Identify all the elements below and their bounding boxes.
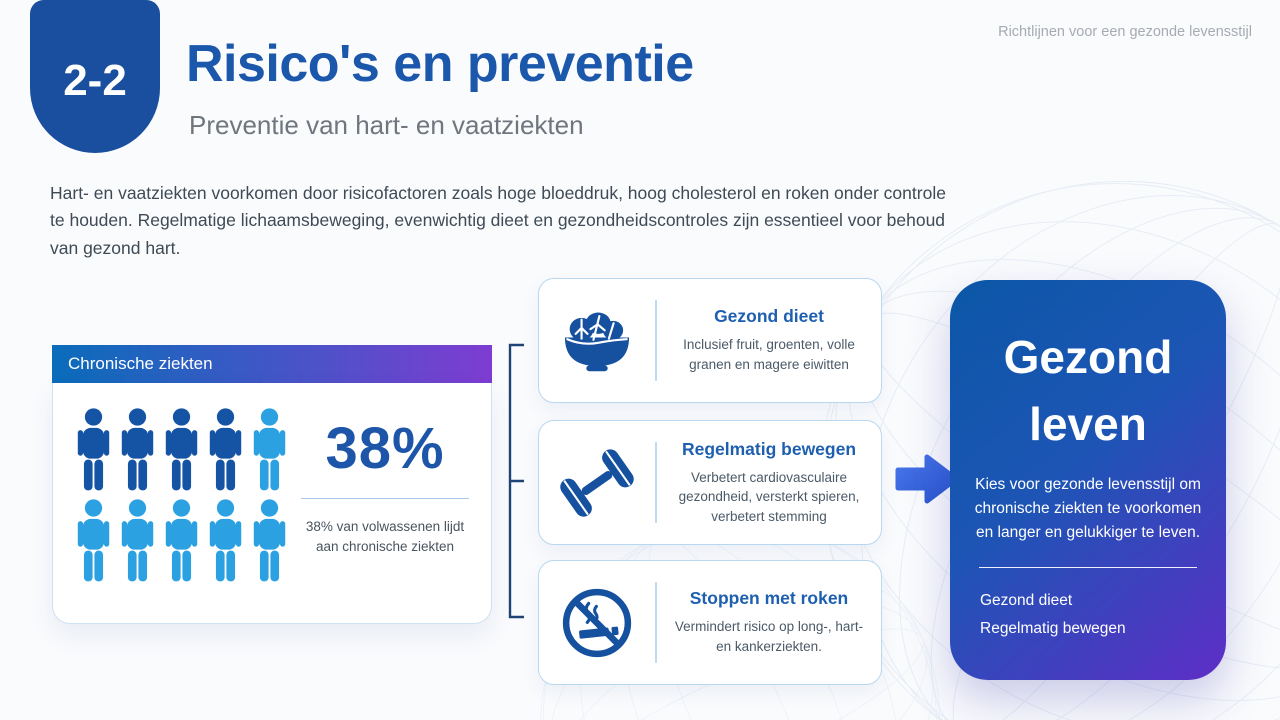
person-icon <box>121 499 154 582</box>
factor-divider <box>655 582 657 663</box>
factor-icon-box <box>539 585 655 661</box>
factor-card-exercise: Regelmatig bewegen Verbetert cardiovascu… <box>538 420 882 545</box>
factor-title: Stoppen met roken <box>689 588 849 609</box>
page-title: Risico's en preventie <box>186 35 694 93</box>
result-card: Gezond leven Kies voor gezonde levenssti… <box>950 280 1226 680</box>
chapter-badge: 2-2 <box>30 0 160 153</box>
stat-caption: 38% van volwassenen lijdt aan chronische… <box>305 519 465 555</box>
stat-divider <box>301 498 469 499</box>
person-icon <box>253 499 286 582</box>
person-icon <box>165 499 198 582</box>
person-icon <box>209 408 242 491</box>
chronic-diseases-card: Chronische ziekten <box>52 345 492 624</box>
person-icon <box>165 408 198 491</box>
person-icon <box>209 499 242 582</box>
factor-divider <box>655 300 657 381</box>
chronic-card-title: Chronische ziekten <box>68 354 213 373</box>
chronic-card-body: 38% 38% van volwassenen lijdt aan chroni… <box>52 383 492 624</box>
result-title-line2: leven <box>1029 397 1147 450</box>
bracket-connector <box>508 343 524 619</box>
stat-block: 38% 38% van volwassenen lijdt aan chroni… <box>295 415 475 558</box>
result-list-item: Gezond dieet <box>980 592 1073 610</box>
factor-description: Vermindert risico op long-, hart- en kan… <box>674 619 864 654</box>
intro-paragraph: Hart- en vaatziekten voorkomen door risi… <box>50 183 946 258</box>
result-title: Gezond leven <box>950 324 1226 457</box>
no-smoking-icon <box>562 588 632 657</box>
result-description: Kies voor gezonde levensstijl om chronis… <box>974 476 1202 542</box>
person-icon <box>77 499 110 582</box>
chapter-number: 2-2 <box>63 55 127 105</box>
people-grid <box>73 407 290 584</box>
factor-icon-box <box>539 303 655 379</box>
chronic-card-header: Chronische ziekten <box>52 345 492 383</box>
factor-icon-box <box>539 445 655 521</box>
page-subtitle: Preventie van hart- en vaatziekten <box>189 110 584 140</box>
person-icon <box>121 408 154 491</box>
stat-number: 38% <box>325 416 445 481</box>
dumbbell-icon <box>560 448 634 517</box>
factor-description: Verbetert cardiovasculaire gezondheid, v… <box>678 469 860 524</box>
factor-description: Inclusief fruit, groenten, volle granen … <box>683 337 855 372</box>
result-title-line1: Gezond <box>1003 331 1173 383</box>
person-icon <box>253 408 286 491</box>
factor-card-smoking: Stoppen met roken Vermindert risico op l… <box>538 560 882 685</box>
person-icon <box>77 408 110 491</box>
corner-label: Richtlijnen voor een gezonde levensstijl <box>998 24 1252 40</box>
arrow-right-icon <box>895 454 959 504</box>
factor-text: Gezond dieet Inclusief fruit, groenten, … <box>657 306 881 374</box>
factor-title: Regelmatig bewegen <box>681 438 857 459</box>
result-list: Gezond dieet Regelmatig bewegen <box>980 592 1226 638</box>
result-divider <box>979 567 1197 569</box>
factor-card-diet: Gezond dieet Inclusief fruit, groenten, … <box>538 278 882 403</box>
salad-bowl-icon <box>564 312 630 371</box>
factor-title: Gezond dieet <box>714 306 824 327</box>
factor-text: Stoppen met roken Vermindert risico op l… <box>657 588 881 656</box>
result-list-item: Regelmatig bewegen <box>980 620 1126 638</box>
factor-divider <box>655 442 657 523</box>
factor-text: Regelmatig bewegen Verbetert cardiovascu… <box>657 439 881 527</box>
